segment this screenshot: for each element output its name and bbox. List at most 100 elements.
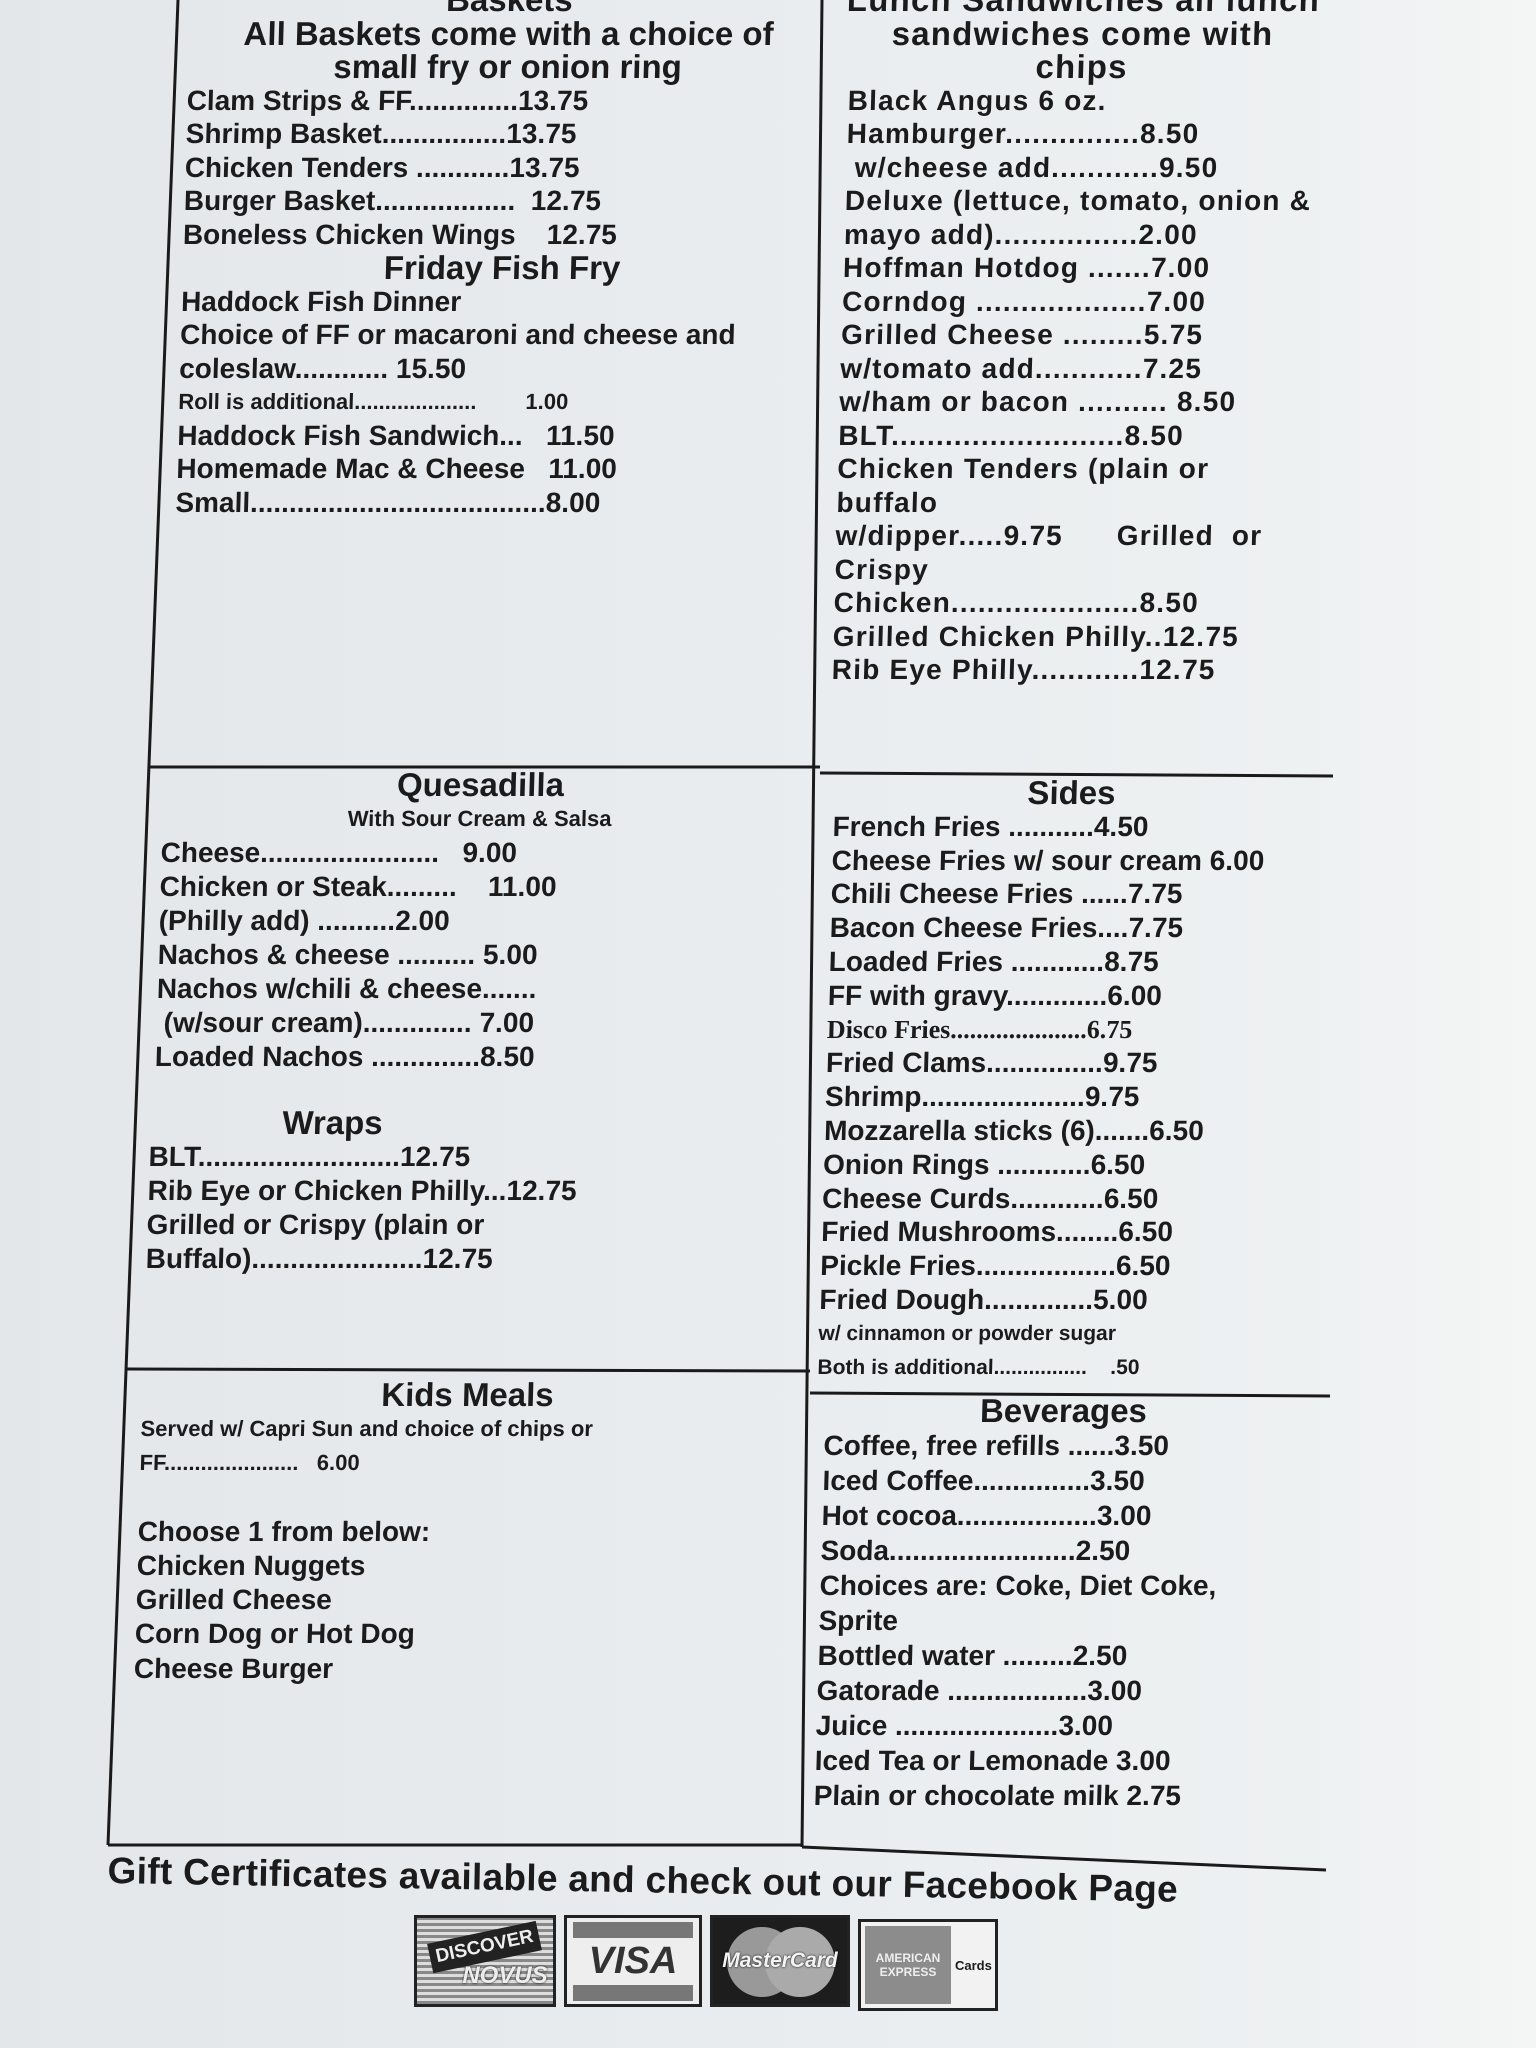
menu-item-line: Bacon Cheese Fries....7.75	[829, 912, 1184, 944]
menu-item-line: Grilled Cheese	[135, 1584, 333, 1616]
menu-item-line: Sprite	[818, 1605, 899, 1636]
section-heading: chips	[1035, 48, 1129, 85]
menu-item-line: Haddock Fish Dinner	[180, 285, 462, 317]
menu-item-line: (w/sour cream).............. 7.00	[155, 1007, 535, 1038]
menu-item-line: Buffalo)......................12.75	[145, 1243, 494, 1274]
divider-mid-right	[809, 1391, 1331, 1398]
mastercard-logo: MasterCard	[710, 1915, 850, 2007]
menu-item-line: Cheese Fries w/ sour cream 6.00	[831, 844, 1265, 876]
center-divider	[800, 0, 824, 1848]
menu-item-line: Disco Fries.....................6.75	[826, 1014, 1133, 1044]
menu-item-line: Soda........................2.50	[820, 1535, 1131, 1566]
section-heading: sandwiches come with	[891, 14, 1274, 52]
menu-item-line: Grilled or Crispy (plain or	[146, 1209, 485, 1240]
menu-item-line: Choices are: Coke, Diet Coke,	[819, 1570, 1217, 1601]
menu-item-line: Corndog ...................7.00	[841, 285, 1207, 317]
american-express-logo: AMERICAN EXPRESS Cards	[858, 1919, 998, 2011]
amex-line1: AMERICAN	[875, 1951, 941, 1965]
menu-item-line: Cheese Burger	[133, 1652, 334, 1684]
divider-mid-left	[126, 1367, 811, 1373]
menu-item-line: Rib Eye or Chicken Philly...12.75	[147, 1175, 578, 1206]
novus-text: NOVUS	[462, 1962, 548, 1989]
menu-item-line: BLT..........................12.75	[148, 1141, 471, 1172]
menu-item-line: Grilled Chicken Philly..12.75	[832, 620, 1240, 652]
menu-item-line: Deluxe (lettuce, tomato, onion &	[844, 185, 1312, 216]
menu-item-line: Coffee, free refills ......3.50	[823, 1430, 1170, 1461]
visa-text: VISA	[588, 1939, 678, 1982]
menu-item-line: Plain or chocolate milk 2.75	[813, 1780, 1182, 1811]
menu-item-line: Chili Cheese Fries ......7.75	[830, 878, 1183, 910]
menu-item-line: Cheese Curds............6.50	[821, 1182, 1159, 1214]
menu-item-line	[138, 1481, 791, 1515]
menu-item-line: w/dipper.....9.75 Grilled or	[835, 520, 1263, 551]
mastercard-text: MasterCard	[722, 1949, 838, 1972]
section-heading: Quesadilla	[396, 766, 565, 803]
menu-item-line: Chicken Tenders ............13.75	[184, 151, 581, 183]
menu-item-line: Nachos & cheese .......... 5.00	[157, 939, 538, 970]
section-heading: small fry or onion ring	[332, 48, 683, 85]
menu-item-line: Chicken.....................8.50	[833, 587, 1200, 618]
menu-item-line: w/ cinnamon or powder sugar	[818, 1321, 1117, 1345]
section-heading: Kids Meals	[380, 1376, 555, 1413]
menu-item-line: Corn Dog or Hot Dog	[134, 1618, 416, 1650]
menu-item-line: Loaded Nachos ..............8.50	[154, 1041, 536, 1072]
beverages-section: Beverages Coffee, free refills ......3.50…	[813, 1392, 1303, 1813]
section-heading: Friday Fish Fry	[383, 249, 621, 286]
section-heading: Beverages	[979, 1392, 1148, 1429]
visa-card-logo: VISA	[564, 1915, 702, 2007]
menu-item-line: Boneless Chicken Wings 12.75	[182, 218, 618, 250]
menu-item-line: (Philly add) ..........2.00	[158, 905, 451, 936]
menu-item-line: Hoffman Hotdog .......7.00	[842, 252, 1211, 283]
kids-meals-section: Kids Meals Served w/ Capri Sun and choice…	[133, 1376, 794, 1686]
visa-bottom-bar	[573, 1984, 693, 2001]
amex-line2: EXPRESS	[879, 1965, 937, 1979]
menu-item-line: Onion Rings ............6.50	[822, 1148, 1146, 1180]
baskets-section: BasketsAll Baskets come with a choice of…	[175, 0, 830, 519]
menu-item-line: Homemade Mac & Cheese 11.00	[176, 453, 618, 484]
menu-item-line: Mozzarella sticks (6).......6.50	[823, 1114, 1205, 1146]
menu-item-line: buffalo	[836, 486, 939, 518]
menu-item-line: Shrimp Basket................13.75	[185, 118, 577, 149]
mastercard-circle-right	[765, 1927, 835, 1997]
menu-item-line: Nachos w/chili & cheese.......	[156, 973, 537, 1004]
lunch-sandwiches-section: Lunch Sandwiches all lunchsandwiches com…	[831, 0, 1320, 687]
menu-item-line: Grilled Cheese .........5.75	[840, 319, 1204, 350]
menu-item-line: Loaded Fries ............8.75	[828, 945, 1160, 977]
menu-item-line: Chicken Nuggets	[136, 1550, 366, 1582]
menu-item-line: Hamburger...............8.50	[846, 118, 1200, 149]
menu-item-line: Bottled water .........2.50	[817, 1640, 1128, 1671]
menu-item-line: w/cheese add............9.50	[845, 151, 1219, 183]
menu-item-line: Crispy	[834, 553, 930, 585]
menu-item-line: Iced Coffee...............3.50	[822, 1465, 1146, 1496]
menu-item-line: FF with gravy.............6.00	[827, 979, 1163, 1011]
menu-item-line: Black Angus 6 oz.	[847, 84, 1108, 116]
visa-top-bar	[573, 1921, 693, 1938]
section-heading: All Baskets come with a choice of	[243, 14, 775, 52]
divider-top-right	[819, 771, 1334, 778]
menu-item-line: Both is additional................ .50	[817, 1355, 1140, 1379]
amex-cards-text: Cards	[955, 1957, 992, 1973]
menu-item-line: Juice .....................3.00	[815, 1710, 1114, 1741]
menu-item-line: Rib Eye Philly............12.75	[831, 654, 1216, 685]
menu-item-line: Pickle Fries..................6.50	[819, 1250, 1171, 1282]
menu-item-line: FF...................... 6.00	[139, 1450, 361, 1476]
menu-item-line: w/tomato add............7.25	[839, 352, 1203, 384]
menu-item-line: Chicken or Steak......... 11.00	[159, 871, 557, 902]
menu-item-line: Fried Clams...............9.75	[825, 1047, 1158, 1079]
bottom-border-right	[801, 1845, 1327, 1872]
section-heading: With Sour Cream & Salsa	[347, 806, 612, 831]
section-heading: Sides	[1026, 774, 1117, 811]
sides-section: Sides French Fries ...........4.50 Cheese …	[817, 774, 1310, 1384]
menu-item-line: Choose 1 from below:	[137, 1515, 431, 1547]
amex-box: AMERICAN EXPRESS	[865, 1926, 951, 2004]
accepted-payment-cards: DISCOVER NOVUS VISA MasterCard AMERICAN …	[414, 1915, 998, 2011]
left-border	[106, 0, 180, 1846]
menu-item-line: Fried Dough..............5.00	[818, 1283, 1149, 1315]
menu-item-line: coleslaw............ 15.50	[178, 352, 467, 384]
menu-item-line: mayo add)................2.00	[843, 218, 1199, 250]
menu-item-line: Chicken Tenders (plain or	[837, 453, 1210, 484]
menu-item-line: Choice of FF or macaroni and cheese and	[179, 319, 737, 350]
discover-card-logo: DISCOVER NOVUS	[414, 1915, 556, 2007]
menu-item-line: Shrimp.....................9.75	[824, 1081, 1140, 1113]
